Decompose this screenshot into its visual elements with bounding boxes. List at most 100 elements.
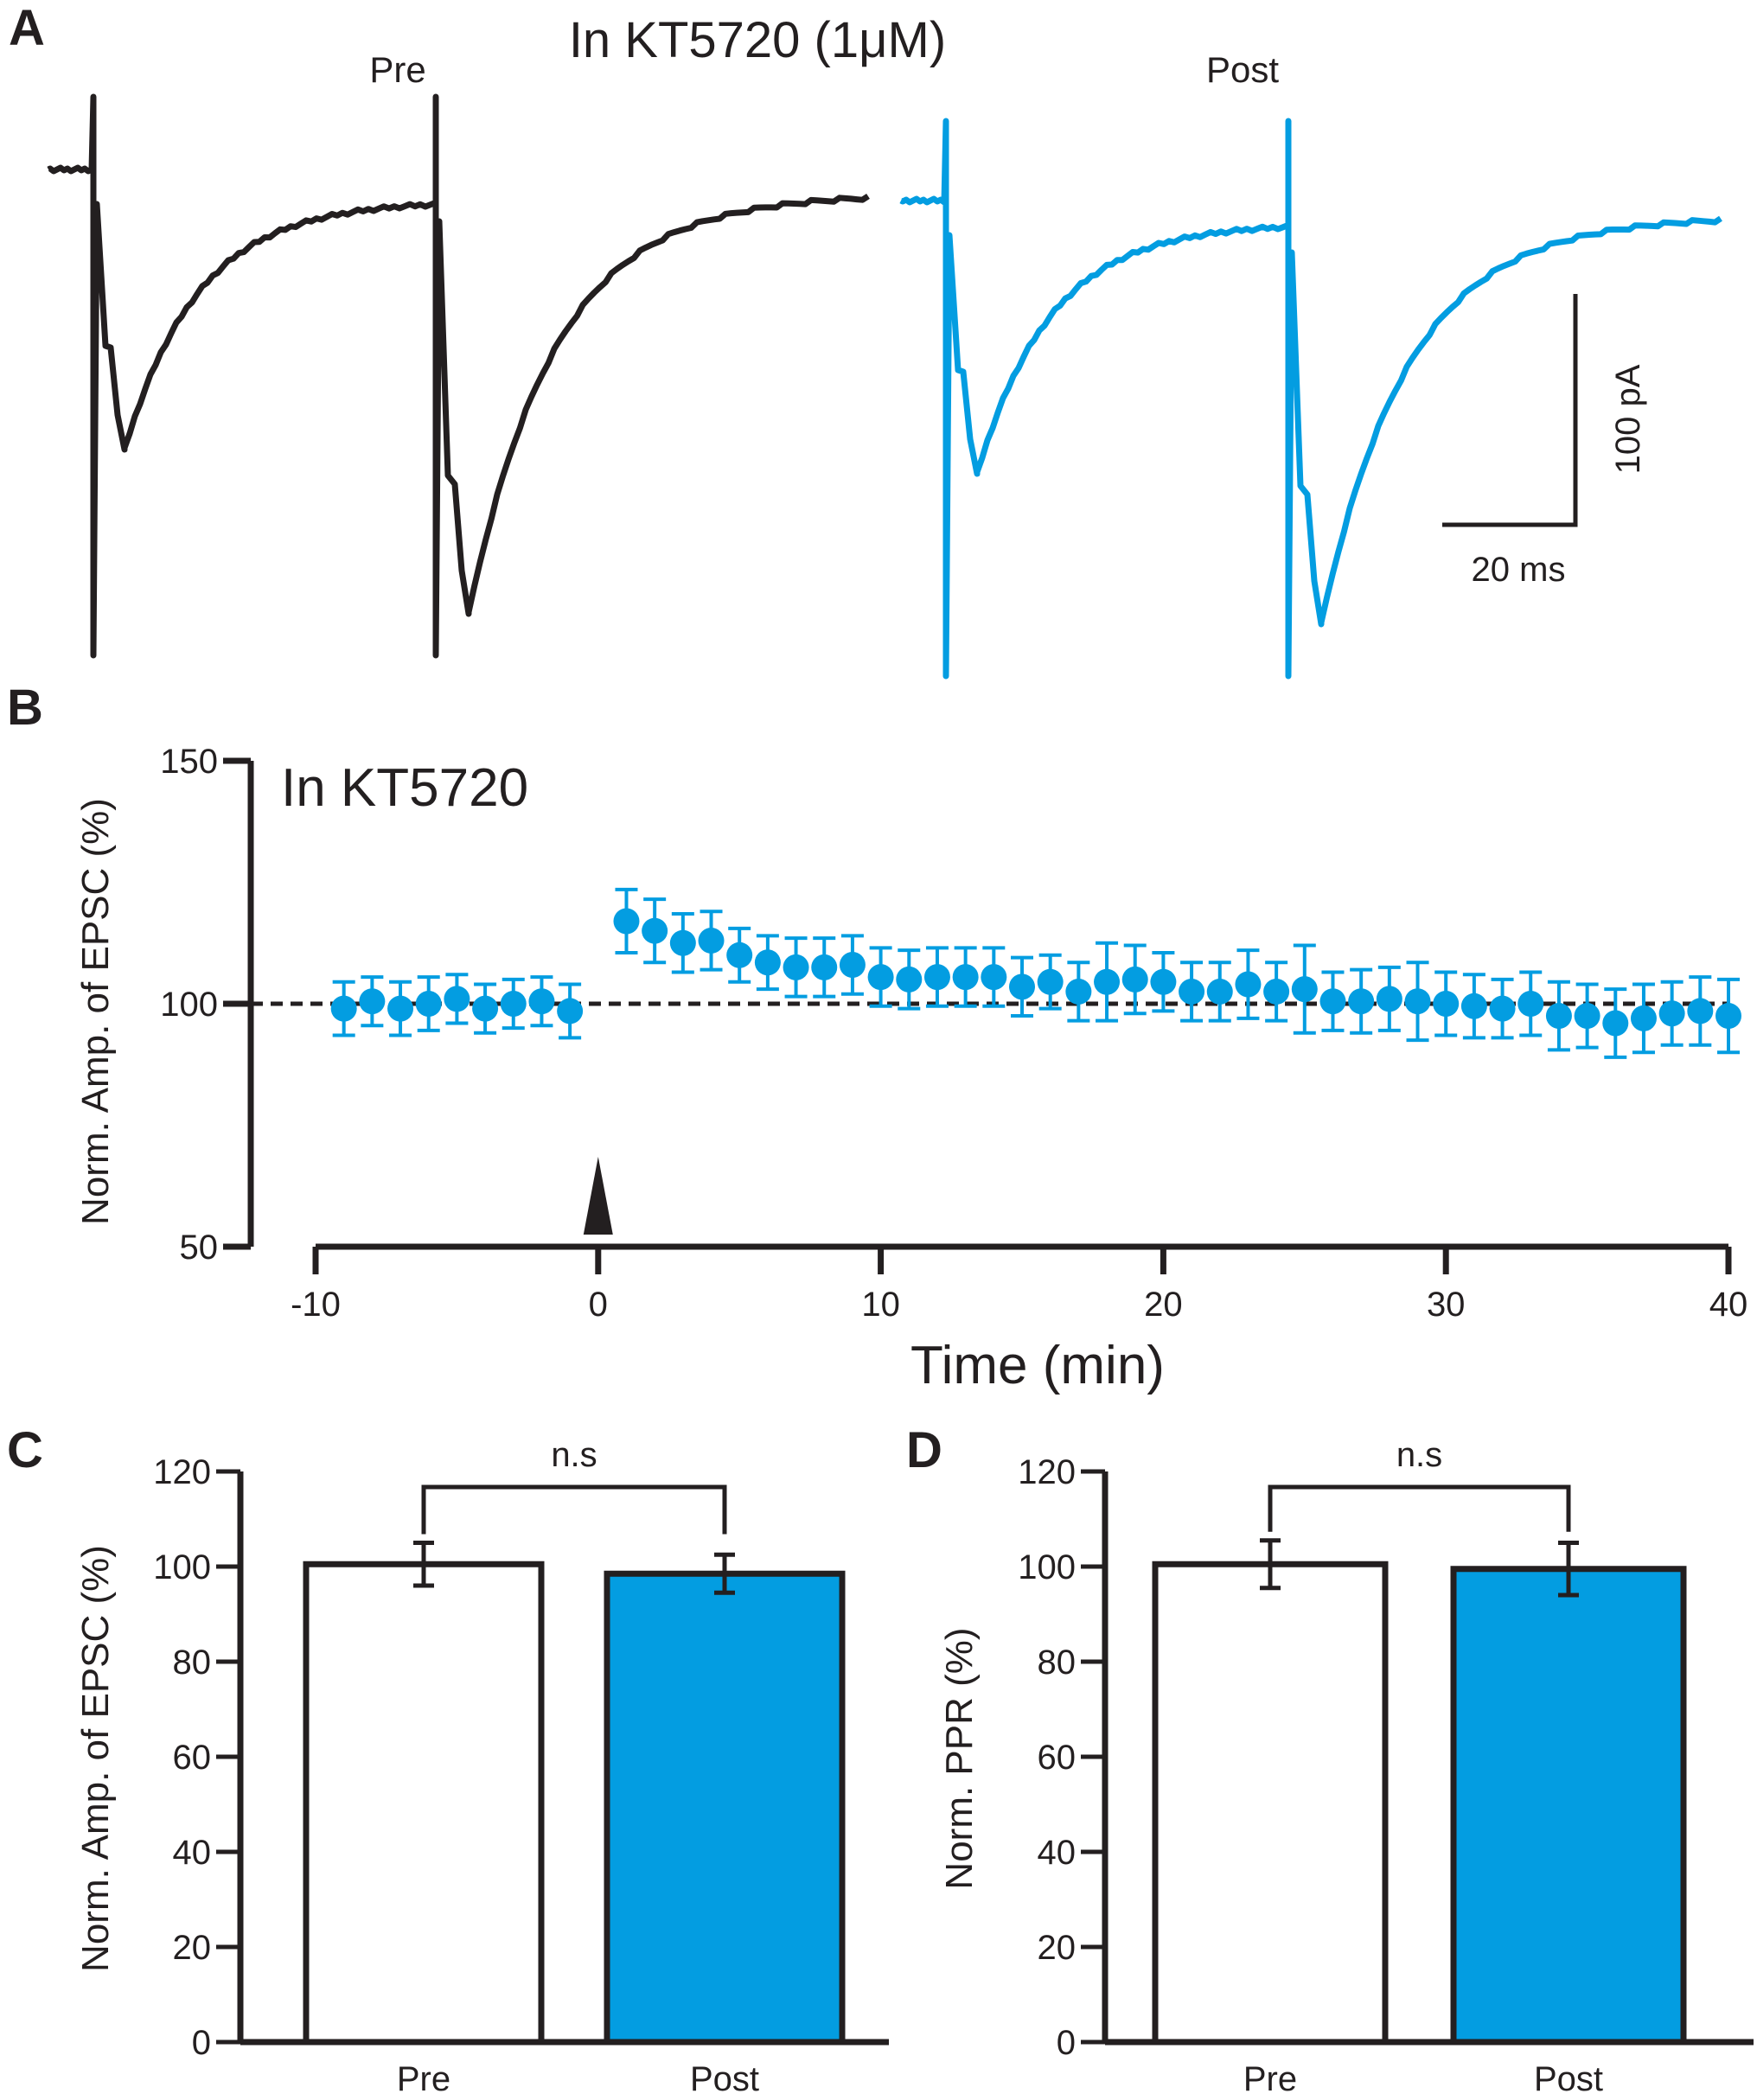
data-point [1235,971,1262,998]
x-tick-label: 10 [861,1286,900,1324]
category-label: Post [690,2060,759,2098]
time-course-xlabel: Time (min) [910,1336,1165,1395]
x-tick-label: 30 [1427,1286,1466,1324]
ppr-bars-ylabel: Norm. PPR (%) [938,1627,981,1889]
y-tick-label: 80 [173,1644,212,1682]
data-point [867,964,894,991]
data-point [896,966,923,993]
y-tick-label: 150 [160,743,218,781]
data-point [726,941,753,968]
scale-bar: 20 ms 100 pA [1442,294,1647,589]
y-tick-label: 100 [160,986,218,1024]
pre-trace [47,93,870,659]
panel-c: C Norm. Amp. of EPSC (%) 0 20 40 60 80 100 120… [7,1422,889,2098]
category-label: Pre [1243,2060,1297,2098]
data-point [1009,973,1035,1000]
data-point [1630,1005,1657,1031]
panel-label-a: A [9,0,45,56]
scale-x-label: 20 ms [1472,551,1566,589]
x-tick-label: 20 [1144,1286,1183,1324]
x-tick-label: -10 [291,1286,341,1324]
bar-post [604,1570,846,2046]
significance-label: n.s [1396,1436,1442,1474]
panel-label-c: C [7,1422,43,1478]
data-point [444,986,470,1012]
data-point [472,995,499,1022]
data-point [500,991,527,1017]
data-point [1291,976,1318,1003]
data-point [1065,978,1092,1005]
data-point [1517,991,1544,1017]
data-point [1206,978,1233,1005]
x-tick-label: 40 [1709,1286,1748,1324]
y-tick-label: 50 [180,1229,219,1267]
stimulus-arrowhead [583,1157,613,1235]
data-point [1658,1000,1685,1027]
data-point [1687,998,1714,1024]
data-point [613,908,640,935]
ppr-bar-chart: 0 20 40 60 80 100 120 Pre Post n.s [1018,1436,1754,2098]
data-point [698,927,725,954]
data-point [1263,978,1290,1005]
category-label: Post [1534,2060,1603,2098]
data-point [952,964,979,991]
y-tick-label: 60 [1038,1739,1077,1777]
amp-bar-chart: 0 20 40 60 80 100 120 Pre Post n.s [153,1436,889,2098]
data-point [528,988,555,1015]
time-course-title: In KT5720 [281,758,528,818]
data-point [839,952,866,979]
significance-bracket [1268,1484,1571,1532]
significance-label: n.s [551,1436,597,1474]
data-point [1404,988,1431,1015]
data-point [1094,968,1121,995]
time-course-axes: 50 100 150 -10 0 10 20 30 40 [160,743,1747,1324]
x-tick-label: 0 [589,1286,608,1324]
data-point [387,995,414,1022]
y-tick-label: 0 [1057,2024,1076,2062]
data-point [811,954,838,980]
data-point [1545,1003,1572,1030]
y-tick-label: 40 [1038,1834,1077,1872]
data-point [1150,968,1177,995]
data-point [1715,1003,1741,1030]
y-tick-label: 20 [1038,1929,1077,1967]
y-tick-label: 120 [153,1453,211,1491]
data-point [783,954,809,980]
y-tick-label: 40 [173,1834,212,1872]
scale-y-label: 100 pA [1609,364,1647,474]
y-tick-label: 60 [173,1739,212,1777]
y-tick-label: 120 [1018,1453,1076,1491]
data-point [415,991,442,1017]
post-label: Post [1206,49,1279,90]
post-trace [899,118,1722,680]
pre-label: Pre [369,49,425,90]
bar-post [1450,1566,1687,2046]
data-point [669,929,696,956]
y-tick-label: 0 [192,2024,211,2062]
bar-pre [1152,1561,1389,2046]
data-point [1460,993,1487,1019]
data-point [1376,986,1402,1012]
panel-a-title: In KT5720 (1μM) [569,12,946,68]
data-point [557,998,584,1024]
data-point [1574,1003,1600,1030]
data-point [330,995,357,1022]
category-label: Pre [397,2060,450,2098]
significance-bracket [421,1484,727,1535]
y-tick-label: 20 [173,1929,212,1967]
panel-label-d: D [906,1422,942,1478]
data-point [1179,978,1205,1005]
panel-d: D Norm. PPR (%) 0 20 40 60 80 100 120 Pre Post n.… [906,1422,1754,2098]
y-tick-label: 100 [1018,1548,1076,1586]
data-point [981,964,1007,991]
y-tick-label: 80 [1038,1644,1077,1682]
data-point [642,917,668,944]
time-course-ylabel: Norm. Amp. of EPSC (%) [74,798,117,1225]
data-point [923,964,950,991]
y-tick-label: 100 [153,1548,211,1586]
amp-bars-ylabel: Norm. Amp. of EPSC (%) [74,1545,117,1972]
panel-b: B In KT5720 Norm. Amp. of EPSC (%) Time … [7,680,1747,1395]
scale-bar-lines [1442,294,1578,527]
panel-label-b: B [7,680,43,736]
